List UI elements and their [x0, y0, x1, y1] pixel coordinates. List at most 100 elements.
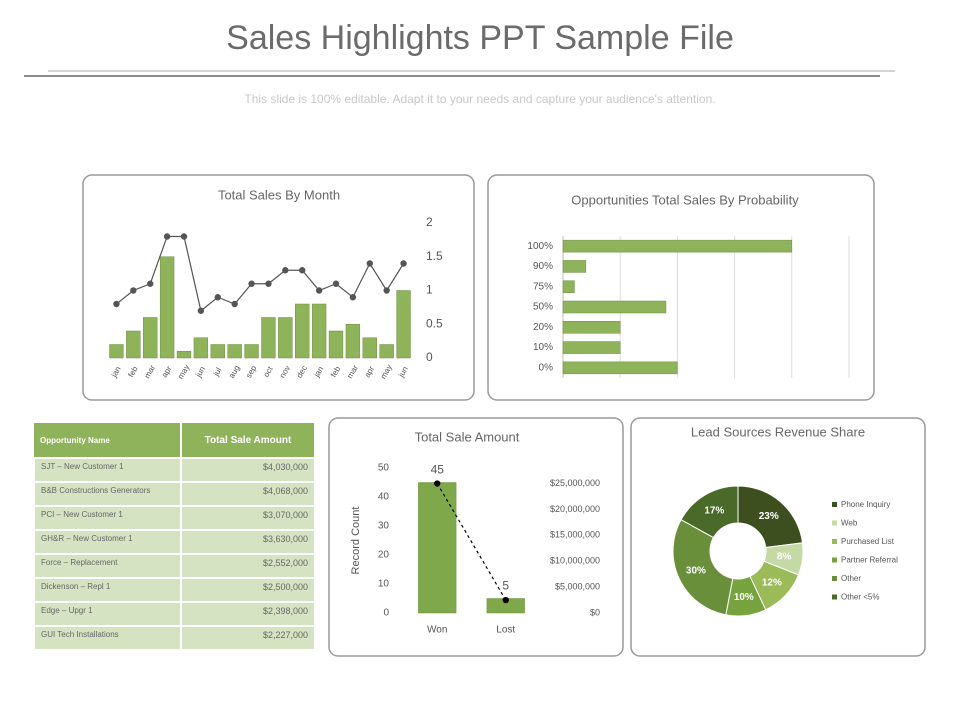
bar: [261, 317, 276, 359]
table-cell: $2,500,000: [180, 577, 316, 603]
bar: [562, 239, 793, 253]
data-label: 10%: [734, 592, 754, 603]
line-marker: [265, 280, 272, 287]
table-cell: $3,630,000: [180, 529, 316, 555]
y-tick-label: 50%: [533, 302, 553, 313]
line-marker: [197, 307, 205, 314]
line-marker: [366, 260, 373, 267]
column-header: Opportunity Name: [34, 423, 182, 458]
line: [116, 235, 405, 312]
line-marker: [163, 233, 171, 240]
y-tick-label: 0%: [539, 362, 554, 373]
y-tick-label: 20%: [533, 322, 553, 333]
chart-title: Total Sale Amount: [415, 429, 520, 444]
y-tick-label: 1: [426, 283, 433, 297]
bar: [396, 290, 411, 359]
y-tick-label: 0.5: [426, 316, 443, 330]
y-tick-label: 0: [426, 350, 433, 364]
column-header: Total Sale Amount: [181, 423, 316, 458]
y2-tick-label: $15,000,000: [550, 530, 600, 540]
table-cell: $4,030,000: [180, 457, 316, 483]
line-marker: [434, 480, 441, 487]
data-label: 8%: [777, 551, 792, 562]
y-tick-label: 10%: [533, 342, 553, 353]
y2-tick-label: $20,000,000: [550, 504, 600, 514]
data-label: 23%: [759, 511, 779, 522]
donut-slice: [672, 519, 734, 616]
bar: [562, 321, 621, 334]
table-row: Force – Replacement $2,552,000: [33, 553, 316, 579]
line-marker: [180, 233, 188, 240]
bar: [210, 344, 225, 359]
y-tick-label: 20: [378, 550, 390, 561]
legend-label: Partner Referral: [841, 556, 898, 565]
line-marker: [383, 287, 390, 294]
line-marker: [113, 300, 120, 308]
y-axis-label: Record Count: [350, 507, 362, 575]
chart-title: Opportunities Total Sales By Probability: [571, 192, 799, 207]
chart-title: Lead Sources Revenue Share: [691, 424, 865, 439]
table-cell: PCI – New Customer 1: [33, 505, 182, 531]
bar: [278, 317, 293, 359]
y2-tick-label: $0: [590, 607, 600, 617]
y-tick-label: 30: [378, 521, 390, 532]
table-row: B&B Constructions Generators $4,068,000: [33, 481, 316, 507]
legend-swatch: [832, 594, 837, 600]
table-row: PCI – New Customer 1 $3,070,000: [33, 505, 316, 531]
y-tick-label: 40: [378, 492, 390, 503]
table-cell: B&B Constructions Generators: [33, 481, 182, 507]
line-marker: [502, 596, 509, 604]
y2-tick-label: $10,000,000: [550, 556, 600, 566]
table-cell: SJT – New Customer 1: [33, 457, 182, 483]
table-body: SJT – New Customer 1 $4,030,000 B&B Constr…: [33, 457, 316, 651]
line-marker: [282, 267, 289, 274]
y-tick-label: 2: [426, 215, 433, 229]
table-cell: Force – Replacement: [33, 553, 182, 579]
data-label: 17%: [704, 506, 724, 517]
y-tick-label: 90%: [533, 261, 553, 272]
table-cell: $2,227,000: [180, 625, 316, 651]
y-tick-label: 100%: [527, 241, 553, 252]
table-row: GUI Tech Installations $2,227,000: [33, 625, 316, 651]
table-cell: $3,070,000: [180, 505, 316, 531]
y-tick-label: 1.5: [426, 249, 443, 263]
x-tick-label: jul: [211, 366, 223, 378]
line-marker: [231, 300, 238, 308]
y-tick-label: 50: [378, 463, 390, 474]
table-cell: $4,068,000: [180, 481, 316, 507]
bar: [109, 344, 124, 359]
y2-tick-label: $5,000,000: [555, 581, 600, 591]
legend-label: Other <5%: [841, 593, 879, 602]
x-tick-label: Won: [427, 625, 447, 636]
chart-title: Total Sales By Month: [218, 187, 340, 202]
line-marker: [315, 287, 323, 294]
line: [436, 483, 507, 601]
legend-swatch: [832, 520, 837, 526]
bar: [176, 351, 192, 359]
donut-slice: [680, 485, 739, 539]
bar: [193, 337, 209, 359]
line-marker: [332, 280, 340, 287]
page-title: Sales Highlights PPT Sample File: [226, 19, 734, 57]
line-marker: [214, 294, 221, 301]
bar: [159, 256, 175, 359]
bar: [362, 337, 377, 359]
bar: [562, 341, 621, 354]
bar: [562, 361, 678, 375]
table-cell: $2,398,000: [180, 601, 316, 627]
y-tick-label: 75%: [533, 281, 553, 292]
bar: [295, 303, 310, 359]
bar: [143, 317, 158, 359]
table-cell: Edge – Upgr 1: [33, 601, 182, 627]
table-row: GH&R – New Customer 1 $3,630,000: [33, 529, 316, 555]
legend-swatch: [832, 557, 837, 563]
bar: [328, 330, 344, 359]
line-marker: [147, 280, 154, 287]
bar: [418, 482, 457, 614]
table-cell: $2,552,000: [180, 553, 316, 579]
opportunity-table: Opportunity Name Total Sale Amount SJT –…: [33, 423, 316, 651]
line-marker: [400, 260, 407, 267]
table-cell: GH&R – New Customer 1: [33, 529, 182, 555]
x-tick-label: Lost: [496, 625, 515, 636]
